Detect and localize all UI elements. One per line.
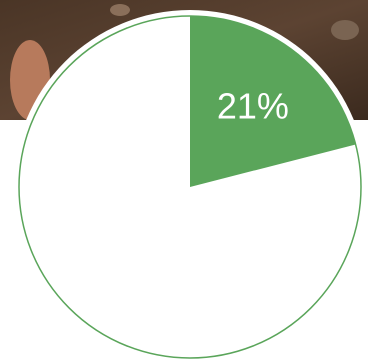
photo-detail [331, 20, 359, 40]
slice-label: 21% [217, 85, 289, 126]
pie-slice [190, 16, 356, 187]
photo-detail [110, 4, 130, 16]
